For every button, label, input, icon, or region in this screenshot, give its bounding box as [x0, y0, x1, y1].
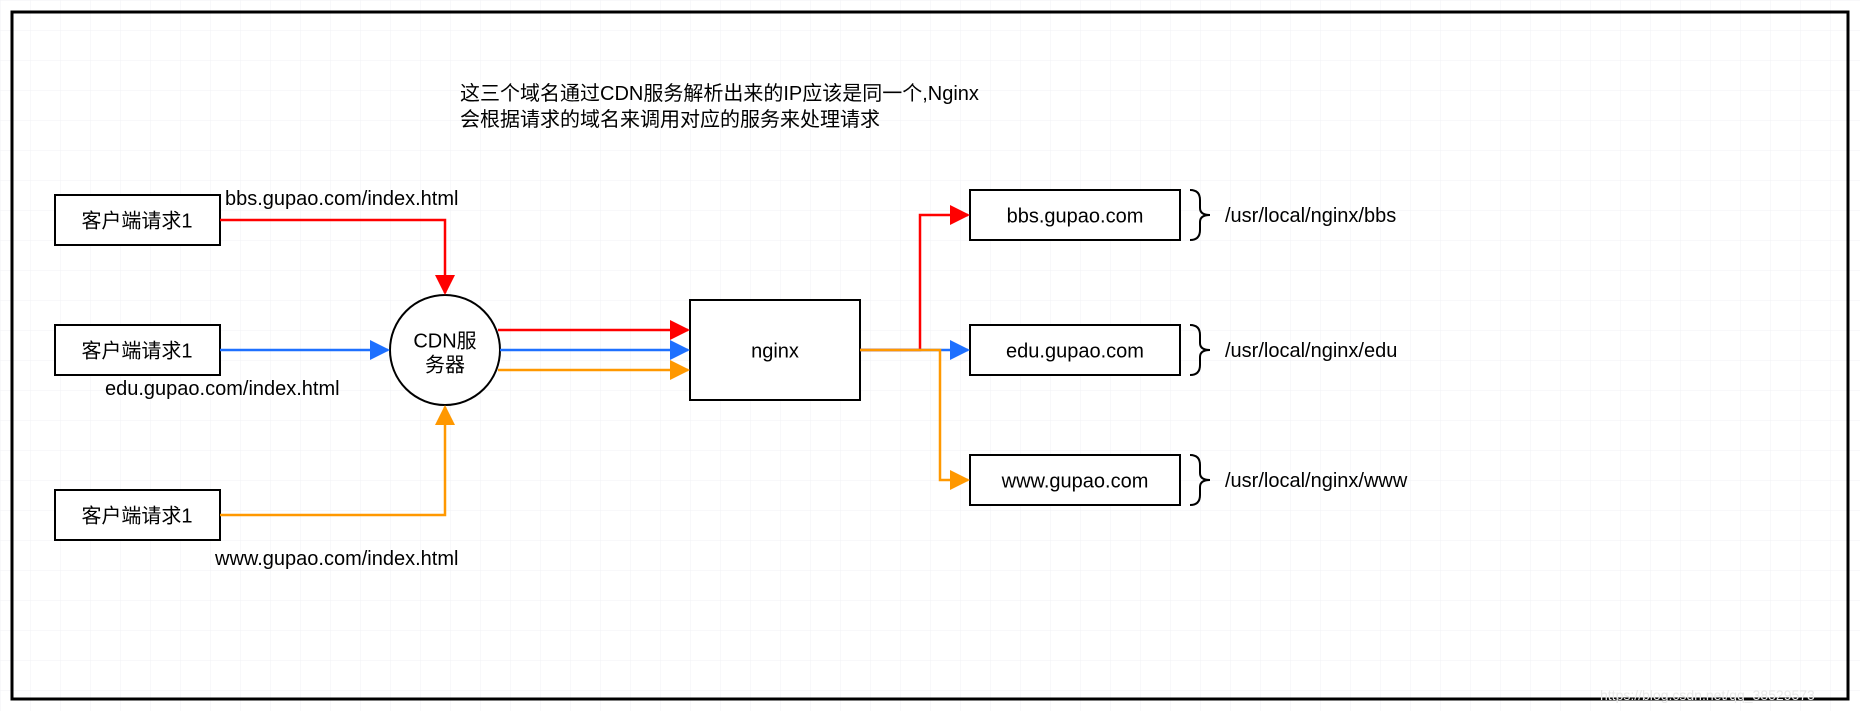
- nginx-node: nginx: [690, 300, 860, 400]
- cdn-label-2: 务器: [425, 353, 465, 376]
- client-2-label: 客户端请求1: [81, 504, 192, 527]
- server-2-host: www.gupao.com: [1001, 470, 1149, 492]
- grid-background: [0, 0, 1860, 711]
- diagram-canvas: 这三个域名通过CDN服务解析出来的IP应该是同一个,Nginx 会根据请求的域名…: [0, 0, 1860, 711]
- server-0-host: bbs.gupao.com: [1007, 205, 1144, 227]
- description-line2: 会根据请求的域名来调用对应的服务来处理请求: [460, 108, 880, 131]
- cdn-node: CDN服 务器: [390, 295, 500, 405]
- description-line1: 这三个域名通过CDN服务解析出来的IP应该是同一个,Nginx: [460, 82, 979, 105]
- server-0-path: /usr/local/nginx/bbs: [1225, 205, 1396, 227]
- nginx-label: nginx: [751, 340, 799, 362]
- client-0-label: 客户端请求1: [81, 209, 192, 232]
- server-1-host: edu.gupao.com: [1006, 340, 1144, 362]
- client-2-url: www.gupao.com/index.html: [214, 548, 458, 570]
- client-1-url: edu.gupao.com/index.html: [105, 378, 340, 400]
- server-1-path: /usr/local/nginx/edu: [1225, 340, 1397, 362]
- client-0-url: bbs.gupao.com/index.html: [225, 188, 458, 210]
- client-1-label: 客户端请求1: [81, 339, 192, 362]
- cdn-label-1: CDN服: [413, 330, 476, 352]
- watermark: https://blog.csdn.net/qq_38529573: [1600, 687, 1815, 703]
- server-2-path: /usr/local/nginx/www: [1225, 470, 1408, 492]
